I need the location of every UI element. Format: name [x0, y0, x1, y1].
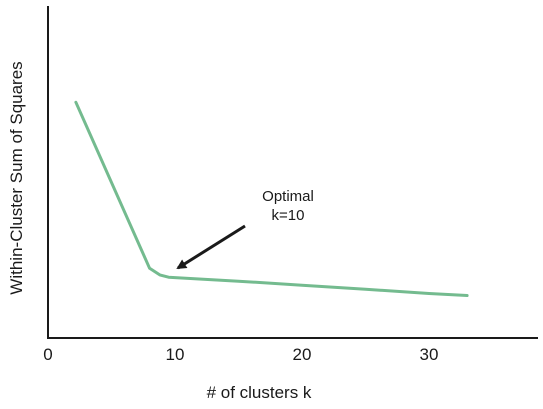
annotation-line-1: Optimal [262, 188, 314, 205]
x-tick-labels: 0 10 20 30 [43, 345, 438, 364]
y-axis-title: Within-Cluster Sum of Squares [7, 61, 26, 294]
x-tick-label-10: 10 [166, 345, 185, 364]
x-tick-label-30: 30 [420, 345, 439, 364]
annotation-line-2: k=10 [272, 207, 305, 224]
x-axis-title: # of clusters k [207, 383, 312, 402]
wcss-series-line [74, 100, 469, 297]
x-tick-label-0: 0 [43, 345, 52, 364]
optimal-k-arrow [176, 224, 246, 270]
x-tick-label-20: 20 [293, 345, 312, 364]
